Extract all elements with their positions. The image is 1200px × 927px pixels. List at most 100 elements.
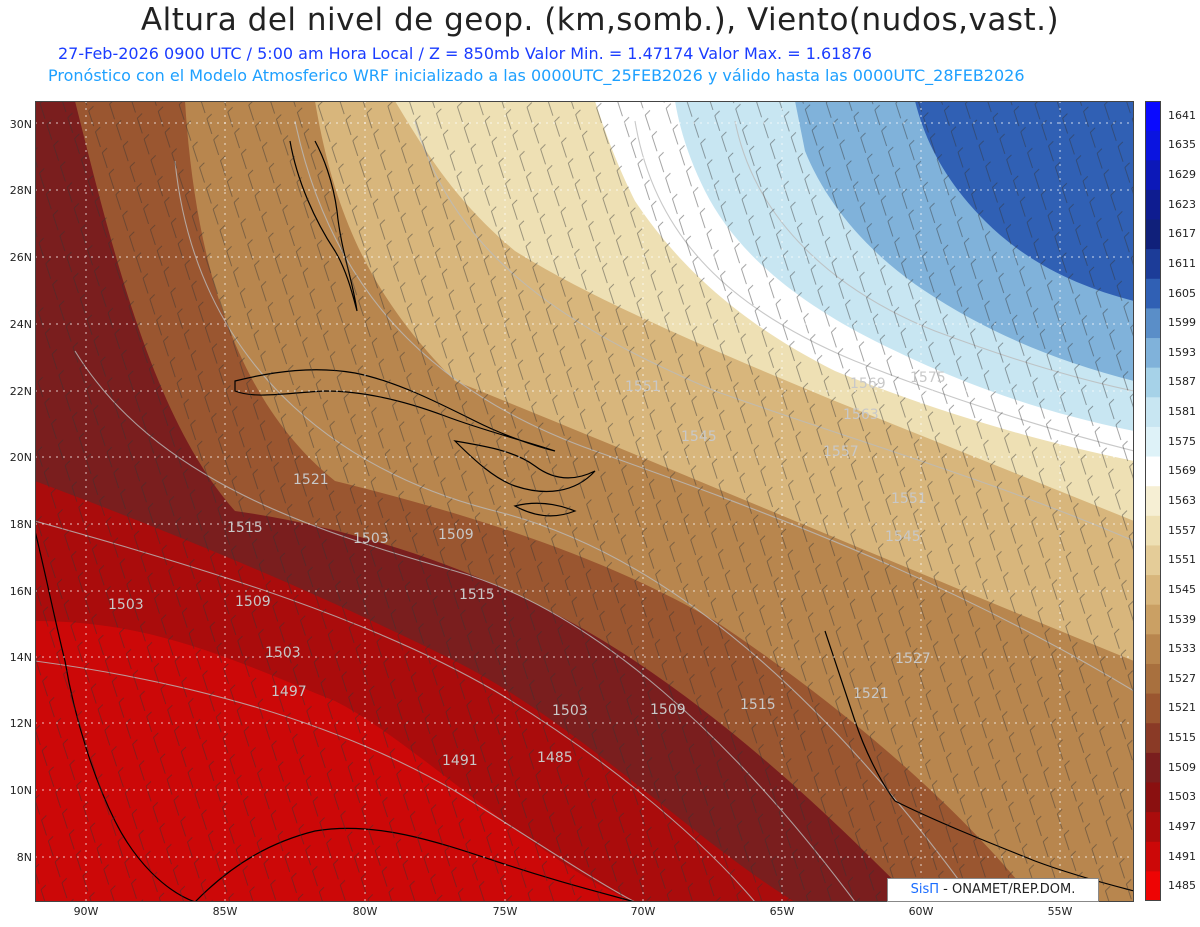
colorbar-label: 1635 bbox=[1168, 138, 1196, 152]
contour-label: 1491 bbox=[442, 753, 478, 769]
colorbar-swatch bbox=[1145, 871, 1161, 901]
colorbar-swatch bbox=[1145, 338, 1161, 369]
colorbar-label: 1551 bbox=[1168, 553, 1196, 567]
colorbar-label: 1545 bbox=[1168, 582, 1196, 596]
colorbar-label: 1491 bbox=[1168, 849, 1196, 863]
contour-label: 1521 bbox=[293, 472, 329, 488]
colorbar-label: 1605 bbox=[1168, 286, 1196, 300]
contour-label: 1545 bbox=[885, 529, 921, 545]
contour-label: 1563 bbox=[843, 407, 879, 423]
contour-label: 1569 bbox=[850, 376, 886, 392]
lat-label: 24N bbox=[9, 318, 32, 331]
lon-label: 65W bbox=[769, 905, 795, 918]
colorbar-label: 1623 bbox=[1168, 197, 1196, 211]
lon-label: 90W bbox=[73, 905, 99, 918]
contour-label: 1545 bbox=[681, 429, 717, 445]
contour-label: 1527 bbox=[895, 651, 931, 667]
colorbar-swatch bbox=[1145, 752, 1161, 783]
lat-label: 8N bbox=[16, 851, 32, 864]
colorbar-label: 1563 bbox=[1168, 494, 1196, 507]
colorbar-label: 1569 bbox=[1168, 464, 1196, 478]
colorbar-swatch bbox=[1145, 367, 1161, 398]
lat-label: 18N bbox=[9, 518, 32, 531]
colorbar-swatch bbox=[1145, 130, 1161, 161]
contour-label: 1503 bbox=[108, 597, 144, 613]
lon-label: 60W bbox=[908, 905, 934, 918]
wind-barbs bbox=[35, 101, 1134, 902]
contour-label: 1509 bbox=[235, 594, 271, 610]
colorbar-swatch bbox=[1145, 219, 1161, 250]
map-title: Altura del nivel de geop. (km,somb.), Vi… bbox=[140, 2, 1060, 38]
lat-label: 30N bbox=[9, 118, 32, 131]
colorbar-swatch bbox=[1145, 249, 1161, 280]
lon-label: 70W bbox=[630, 905, 656, 918]
lon-label: 80W bbox=[352, 905, 378, 918]
colorbar bbox=[1145, 101, 1161, 901]
colorbar-swatch bbox=[1145, 486, 1161, 517]
contour-label: 1551 bbox=[891, 491, 927, 507]
contour-label: 1509 bbox=[650, 702, 686, 718]
colorbar-label: 1581 bbox=[1168, 405, 1196, 419]
colorbar-label: 1509 bbox=[1168, 760, 1196, 774]
contour-label: 1515 bbox=[459, 587, 495, 603]
colorbar-swatch bbox=[1145, 160, 1161, 191]
colorbar-label: 1527 bbox=[1168, 671, 1196, 685]
brand-logo: SisΠ bbox=[910, 882, 940, 897]
colorbar-swatch bbox=[1145, 575, 1161, 606]
colorbar-label: 1539 bbox=[1168, 612, 1196, 626]
lat-label: 12N bbox=[9, 717, 32, 730]
contour-label: 1503 bbox=[353, 531, 389, 547]
colorbar-swatch bbox=[1145, 723, 1161, 754]
lat-label: 16N bbox=[9, 585, 32, 598]
colorbar-swatch bbox=[1145, 634, 1161, 665]
colorbar-label: 1611 bbox=[1168, 256, 1196, 270]
credit-box: SisΠ - ONAMET/REP.DOM. bbox=[887, 878, 1099, 902]
colorbar-swatch bbox=[1145, 782, 1161, 813]
lon-label: 75W bbox=[492, 905, 518, 918]
geopotential-map: 1569 1575 1563 1551 1545 1557 1551 1545 … bbox=[35, 101, 1134, 902]
colorbar-swatch bbox=[1145, 278, 1161, 309]
colorbar-label: 1617 bbox=[1168, 227, 1196, 241]
lat-label: 10N bbox=[9, 784, 32, 797]
colorbar-label: 1497 bbox=[1168, 819, 1196, 833]
colorbar-swatch bbox=[1145, 189, 1161, 221]
colorbar-swatch bbox=[1145, 397, 1161, 428]
colorbar-label: 1641 bbox=[1168, 108, 1196, 122]
lat-label: 14N bbox=[9, 651, 32, 664]
colorbar-swatch bbox=[1145, 841, 1161, 872]
colorbar-label: 1587 bbox=[1168, 375, 1196, 389]
lon-label: 55W bbox=[1047, 905, 1073, 918]
credit-text: - ONAMET/REP.DOM. bbox=[943, 882, 1076, 897]
contour-label: 1509 bbox=[438, 527, 474, 543]
contour-label: 1551 bbox=[625, 379, 661, 395]
colorbar-label: 1575 bbox=[1168, 434, 1196, 448]
colorbar-label: 1485 bbox=[1168, 879, 1196, 893]
colorbar-label: 1533 bbox=[1168, 642, 1196, 656]
contour-labels: 1569 1575 1563 1551 1545 1557 1551 1545 … bbox=[108, 370, 946, 769]
contour-label: 1557 bbox=[823, 444, 859, 460]
colorbar-label: 1503 bbox=[1168, 790, 1196, 804]
lon-label: 85W bbox=[212, 905, 238, 918]
contour-label: 1521 bbox=[853, 686, 889, 702]
contour-label: 1515 bbox=[227, 520, 263, 536]
contour-label: 1575 bbox=[910, 370, 946, 386]
colorbar-swatch bbox=[1145, 515, 1161, 546]
colorbar-swatch bbox=[1145, 545, 1161, 576]
colorbar-label: 1521 bbox=[1168, 701, 1196, 715]
contour-label: 1485 bbox=[537, 750, 573, 766]
colorbar-swatch bbox=[1145, 663, 1161, 695]
colorbar-swatch bbox=[1145, 308, 1161, 339]
colorbar-label: 1515 bbox=[1168, 731, 1196, 745]
colorbar-label: 1557 bbox=[1168, 523, 1196, 537]
colorbar-swatch bbox=[1145, 426, 1161, 458]
colorbar-swatch bbox=[1145, 693, 1161, 724]
colorbar-swatch bbox=[1145, 604, 1161, 635]
colorbar-swatch bbox=[1145, 812, 1161, 843]
contour-label: 1503 bbox=[265, 645, 301, 661]
colorbar-swatch bbox=[1145, 456, 1161, 487]
lat-label: 22N bbox=[9, 385, 32, 398]
lat-label: 28N bbox=[9, 184, 32, 197]
colorbar-label: 1599 bbox=[1168, 316, 1196, 330]
contour-label: 1503 bbox=[552, 703, 588, 719]
contour-label: 1497 bbox=[271, 684, 307, 700]
